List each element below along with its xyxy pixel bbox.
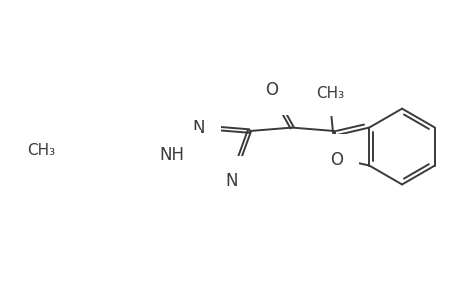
- Text: NH: NH: [159, 146, 184, 164]
- Text: N: N: [225, 172, 238, 190]
- Text: N: N: [191, 118, 204, 136]
- Text: O: O: [264, 81, 277, 99]
- Text: CH₃: CH₃: [315, 85, 343, 100]
- Text: CH₃: CH₃: [27, 143, 55, 158]
- Text: O: O: [329, 151, 342, 169]
